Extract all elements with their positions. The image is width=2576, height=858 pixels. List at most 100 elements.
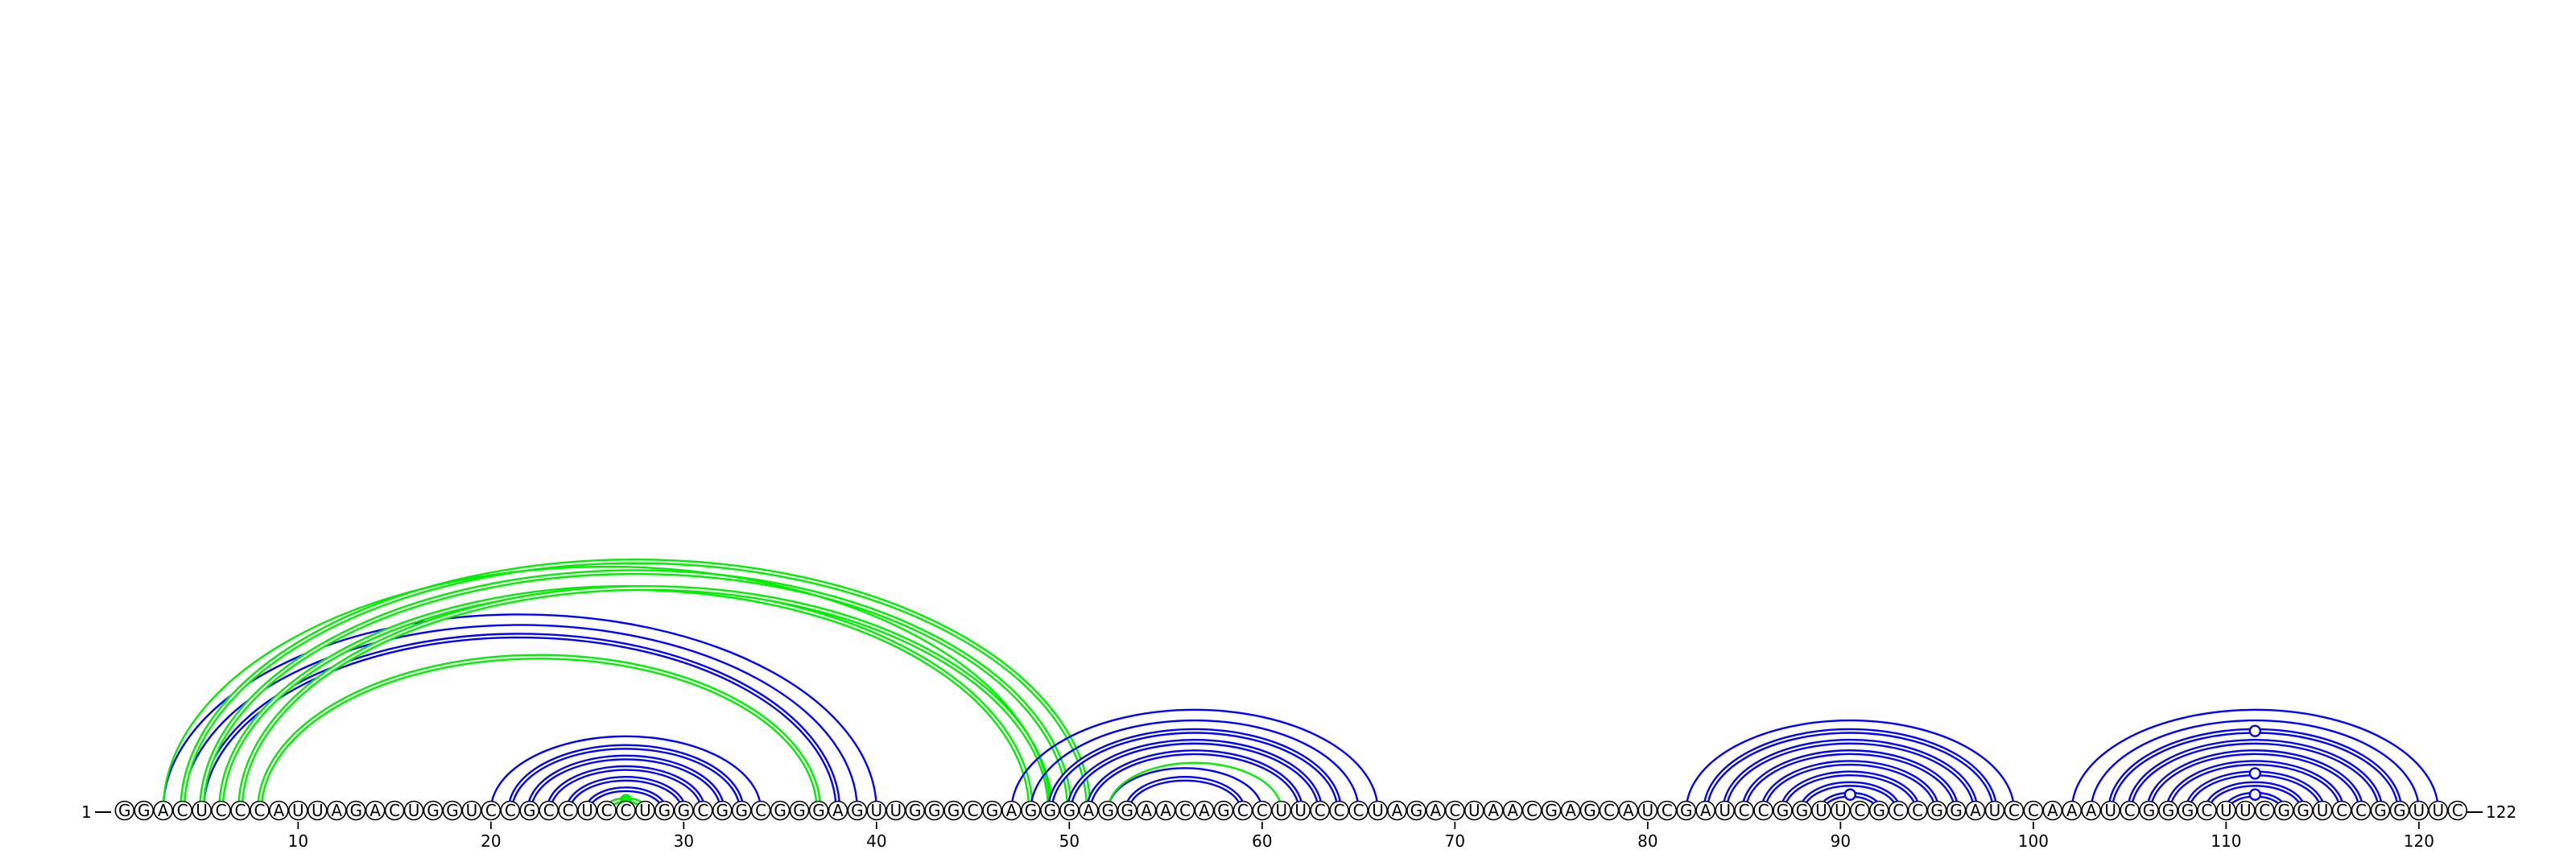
nucleotide-circle	[1464, 800, 1484, 821]
nucleotide-circle	[1792, 800, 1812, 821]
tick-label: 20	[481, 831, 501, 851]
nucleotide-circle	[635, 800, 655, 821]
nucleotide-letter: C	[543, 801, 555, 820]
nucleotide-letter: G	[523, 801, 536, 820]
nucleotide-circle	[2312, 800, 2333, 821]
nucleotide-circle	[770, 800, 791, 821]
base-pair-arc-inner	[239, 587, 1051, 811]
nucleotide-letter: U	[408, 801, 420, 820]
nucleotide-circle	[847, 800, 868, 821]
nucleotide-letter: U	[1719, 801, 1731, 820]
nucleotide-circle	[1213, 800, 1234, 821]
nucleotide-letter: C	[1315, 801, 1326, 820]
nucleotide-circle	[1155, 800, 1176, 821]
nucleotide-circle	[1040, 800, 1060, 821]
backbone: 1 122	[81, 802, 2516, 822]
nucleotide-circle	[461, 800, 482, 821]
nucleotide-letter: G	[349, 801, 362, 820]
nucleotide-letter: U	[890, 801, 902, 820]
nucleotide-letter: C	[1662, 801, 1673, 820]
nucleotide-circle	[2081, 800, 2101, 821]
nucleotide-letter: A	[331, 801, 342, 820]
nucleotide-circle	[1521, 800, 1542, 821]
nucleotide-letter: U	[2240, 801, 2252, 820]
nucleotide-circle	[2428, 800, 2449, 821]
nucleotide-letter: C	[1449, 801, 1460, 820]
nucleotide-letter: C	[1526, 801, 1538, 820]
nucleotide-letter: C	[755, 801, 766, 820]
nucleotide-circle	[1734, 800, 1754, 821]
tick-label: 10	[288, 831, 308, 851]
nucleotide-letter: U	[1275, 801, 1287, 820]
base-pair-arc	[180, 558, 1092, 811]
nucleotide-letter: U	[466, 801, 478, 820]
nucleotide-circle	[2158, 800, 2178, 821]
nucleotide-letter: A	[832, 801, 844, 820]
nucleotide-circle	[2004, 800, 2025, 821]
pair-marker-open	[2248, 788, 2261, 801]
base-pair-arc	[162, 565, 1051, 811]
nucleotide-circle	[1290, 800, 1311, 821]
nucleotide-circle	[230, 800, 250, 821]
nucleotide-letter: U	[1294, 801, 1307, 820]
nucleotide-circle	[828, 800, 848, 821]
nucleotide-circle	[1348, 800, 1368, 821]
nucleotide-letter: U	[1835, 801, 1847, 820]
nucleotide-letter: A	[1083, 801, 1094, 820]
nucleotide-letter: A	[2066, 801, 2078, 820]
nucleotide-letter: G	[909, 801, 922, 820]
base-pair-arc-inner	[2128, 740, 2382, 811]
base-pair-arc	[199, 569, 1072, 811]
nucleotide-circle	[905, 800, 926, 821]
pair-marker-open	[2248, 767, 2261, 780]
nucleotide-circle	[1406, 800, 1426, 821]
nucleotide-circle	[1001, 800, 1022, 821]
nucleotide-circle	[1445, 800, 1465, 821]
nucleotide-letter: G	[1025, 801, 1038, 820]
nucleotide-circle	[2409, 800, 2429, 821]
pair-marker-open	[2248, 724, 2261, 737]
nucleotide-circle	[423, 800, 444, 821]
nucleotide-circle	[2178, 800, 2198, 821]
nucleotide-letter: G	[2182, 801, 2194, 820]
nucleotide-letter: A	[274, 801, 285, 820]
arc-layer	[162, 558, 2439, 811]
nucleotide-letter: C	[2452, 801, 2463, 820]
nucleotide-circle	[345, 800, 366, 821]
nucleotide-circle	[789, 800, 810, 821]
nucleotide-circle	[269, 800, 289, 821]
nucleotide-letter: G	[2297, 801, 2310, 820]
nucleotide-letter: U	[639, 801, 651, 820]
nucleotide-letter: A	[1488, 801, 1499, 820]
nucleotide-letter: U	[312, 801, 324, 820]
nucleotide-letter: C	[1758, 801, 1769, 820]
nucleotide-letter: C	[2259, 801, 2270, 820]
nucleotide-letter: G	[446, 801, 459, 820]
nucleotide-circle	[1888, 800, 1909, 821]
nucleotide-letter: C	[485, 801, 497, 820]
nucleotide-circle	[924, 800, 944, 821]
nucleotide-circle	[2370, 800, 2391, 821]
nucleotide-letter: C	[621, 801, 632, 820]
nucleotide-circle	[1368, 800, 1388, 821]
nucleotide-letter: G	[2277, 801, 2290, 820]
nucleotide-circle	[1117, 800, 1137, 821]
nucleotide-letter: C	[968, 801, 979, 820]
nucleotide-circle	[153, 800, 173, 821]
nucleotide-letter: C	[1353, 801, 1364, 820]
nucleotide-letter: U	[2432, 801, 2444, 820]
base-pair-arc	[1685, 719, 2016, 811]
nucleotide-letter: U	[196, 801, 208, 820]
nucleotide-letter: C	[2124, 801, 2136, 820]
nucleotide-circle	[1599, 800, 1620, 821]
nucleotide-circle	[1021, 800, 1041, 821]
nucleotide-letter: A	[1160, 801, 1171, 820]
tick-label: 70	[1445, 831, 1465, 851]
nucleotide-letter: U	[1372, 801, 1384, 820]
nucleotide-circle	[134, 800, 155, 821]
nucleotide-circle	[654, 800, 675, 821]
nucleotide-letter: G	[947, 801, 960, 820]
base-pair-arc-inner	[1068, 740, 1321, 811]
nucleotide-circle	[2447, 800, 2468, 821]
base-pair-arc-inner	[1762, 761, 1938, 811]
